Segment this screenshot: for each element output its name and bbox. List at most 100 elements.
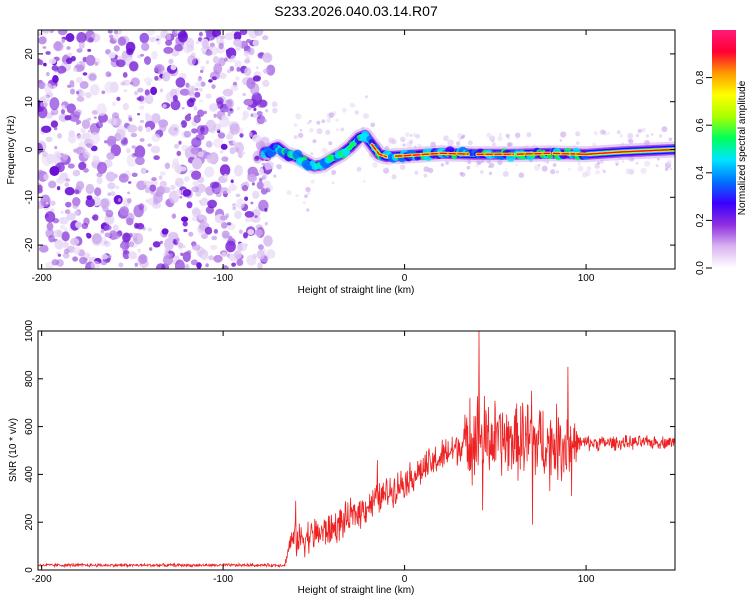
noise-dot xyxy=(364,95,369,99)
noise-dot xyxy=(584,170,591,177)
noise-blob xyxy=(258,244,264,250)
top-y-axis-label: Frequency (Hz) xyxy=(6,116,17,185)
noise-blob xyxy=(100,260,108,266)
noise-blob xyxy=(112,224,119,231)
noise-blob xyxy=(73,246,81,255)
noise-blob xyxy=(141,42,150,51)
noise-blob xyxy=(101,90,106,95)
noise-blob xyxy=(182,221,188,227)
noise-blob xyxy=(62,252,70,259)
noise-blob xyxy=(200,253,209,261)
noise-blob xyxy=(43,173,49,181)
noise-blob xyxy=(228,184,237,191)
noise-blob xyxy=(233,38,242,47)
colorbar-label: Normalized spectral amplitude xyxy=(737,80,748,215)
noise-blob xyxy=(90,132,101,145)
noise-blob xyxy=(154,75,159,81)
noise-blob xyxy=(189,97,196,103)
noise-blob xyxy=(226,98,234,109)
noise-blob xyxy=(263,235,273,247)
noise-blob xyxy=(207,199,218,209)
noise-dot xyxy=(335,118,339,122)
noise-dot xyxy=(575,131,581,137)
noise-dot xyxy=(310,152,314,156)
noise-blob xyxy=(134,90,139,96)
noise-blob xyxy=(130,77,140,87)
noise-blob xyxy=(244,67,252,77)
noise-blob xyxy=(38,106,48,119)
noise-blob xyxy=(116,96,121,101)
noise-blob xyxy=(127,124,138,133)
noise-dot xyxy=(293,135,298,140)
noise-blob xyxy=(234,164,243,177)
noise-blob xyxy=(234,210,242,220)
noise-blob xyxy=(122,232,131,243)
noise-blob xyxy=(94,61,99,66)
noise-blob xyxy=(136,222,145,230)
noise-blob xyxy=(197,77,202,82)
noise-blob xyxy=(250,201,254,205)
noise-blob xyxy=(60,108,66,115)
noise-blob xyxy=(45,136,53,142)
noise-dot xyxy=(506,142,512,147)
ridge-blob xyxy=(292,149,303,160)
noise-blob xyxy=(178,140,182,145)
noise-dot xyxy=(538,164,541,167)
noise-blob xyxy=(76,48,83,53)
noise-blob xyxy=(179,124,183,127)
noise-blob xyxy=(67,163,75,169)
noise-dot xyxy=(559,139,562,142)
noise-blob xyxy=(221,230,230,239)
noise-dot xyxy=(586,166,592,172)
noise-blob xyxy=(229,65,235,72)
noise-blob xyxy=(200,65,206,71)
noise-blob xyxy=(183,228,188,233)
noise-dot xyxy=(312,139,317,144)
noise-blob xyxy=(259,177,263,182)
noise-blob xyxy=(187,55,197,66)
noise-blob xyxy=(209,181,220,189)
noise-dot xyxy=(460,172,466,178)
noise-blob xyxy=(150,145,161,154)
noise-blob xyxy=(133,232,144,245)
noise-dot xyxy=(650,133,654,136)
noise-blob xyxy=(127,198,132,204)
noise-blob xyxy=(107,182,116,190)
noise-dot xyxy=(316,128,323,135)
noise-blob xyxy=(146,30,156,36)
noise-blob xyxy=(240,183,244,187)
noise-blob xyxy=(92,214,99,221)
noise-blob xyxy=(92,155,100,163)
noise-dot xyxy=(655,164,659,168)
noise-blob xyxy=(221,115,227,120)
noise-blob xyxy=(81,119,91,129)
noise-blob xyxy=(104,214,115,225)
noise-blob xyxy=(117,36,127,46)
noise-blob xyxy=(70,88,75,95)
noise-blob xyxy=(256,181,264,190)
noise-blob xyxy=(128,251,138,260)
noise-blob xyxy=(49,30,54,34)
noise-blob xyxy=(261,162,266,166)
noise-blob xyxy=(145,199,150,203)
noise-blob xyxy=(57,30,68,36)
noise-blob xyxy=(211,76,217,81)
noise-dot xyxy=(363,180,366,183)
noise-dot xyxy=(354,110,359,115)
noise-blob xyxy=(66,212,76,221)
noise-blob xyxy=(239,30,248,36)
noise-blob xyxy=(74,189,80,195)
noise-dot xyxy=(577,165,584,172)
noise-blob xyxy=(152,241,161,248)
y-tick-label: 800 xyxy=(24,370,35,387)
noise-dot xyxy=(541,165,548,172)
noise-dot xyxy=(399,164,406,170)
noise-blob xyxy=(175,77,186,88)
noise-blob xyxy=(239,229,243,234)
noise-dot xyxy=(328,112,335,118)
noise-dot xyxy=(502,170,509,177)
noise-blob xyxy=(65,178,71,182)
noise-blob xyxy=(252,190,260,199)
noise-dot xyxy=(262,175,268,180)
noise-blob xyxy=(245,217,252,223)
